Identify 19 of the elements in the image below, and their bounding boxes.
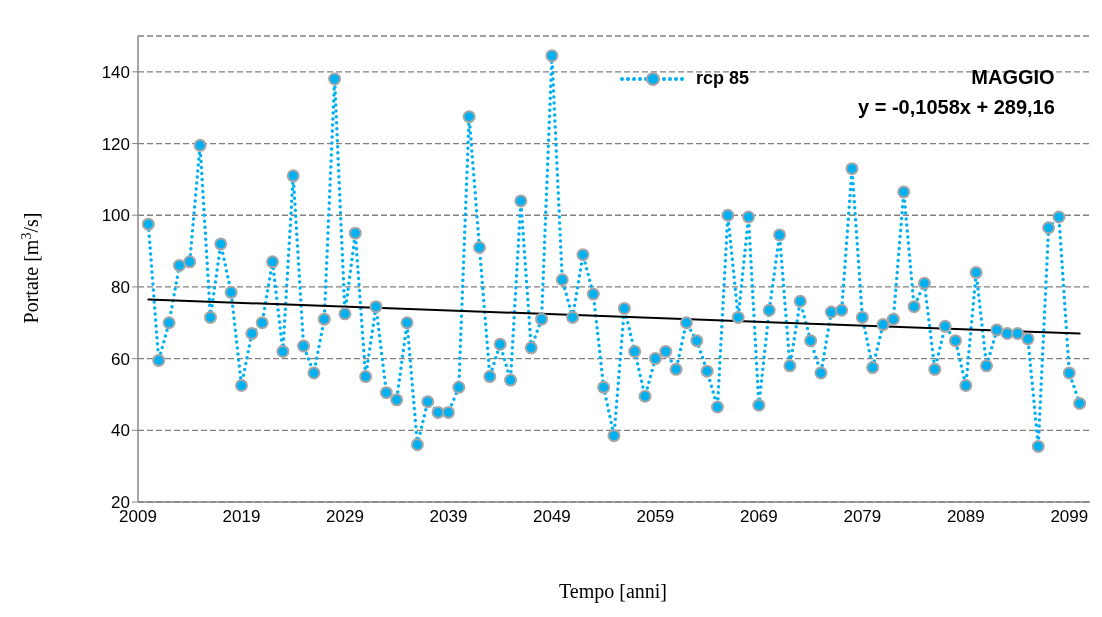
- legend-label: rcp 85: [696, 68, 750, 89]
- y-tick-label: 80: [111, 277, 130, 297]
- x-tick-label: 2049: [533, 507, 571, 527]
- text: MAGGIO: [970, 66, 1056, 89]
- x-tick-label: 2019: [222, 507, 261, 527]
- y-tick-label: 140: [101, 62, 130, 82]
- x-tick-label: 2039: [429, 507, 468, 527]
- y-tick-label: 60: [111, 349, 130, 369]
- x-tick-label: 2099: [1050, 507, 1089, 527]
- annotation: y = -0,1058x + 289,16: [858, 96, 1055, 119]
- x-tick-label: 2079: [843, 507, 882, 527]
- y-tick-label: 100: [101, 206, 130, 226]
- x-tick-label: 2089: [946, 507, 985, 527]
- x-tick-label: 2029: [326, 507, 364, 527]
- x-axis-title: Tempo [anni]: [558, 580, 668, 603]
- y-tick-label: 120: [101, 134, 130, 154]
- y-tick-label: 40: [111, 421, 130, 441]
- x-tick-label: 2069: [739, 507, 778, 527]
- x-tick-label: 2059: [636, 507, 675, 527]
